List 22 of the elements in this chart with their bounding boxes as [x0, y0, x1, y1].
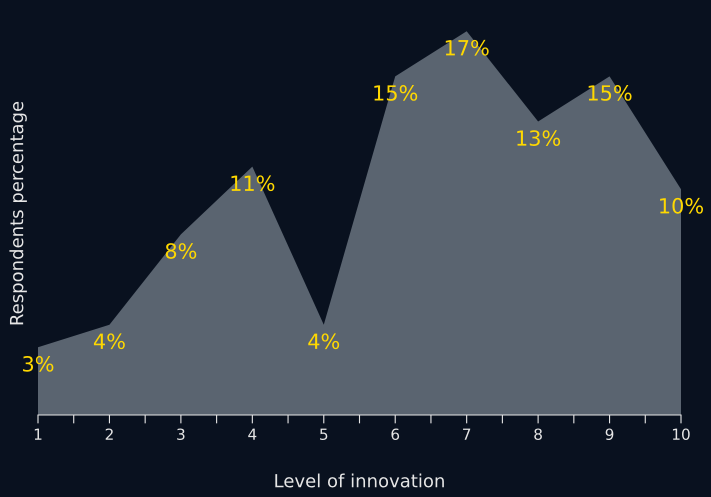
x-tick-label: 1 [34, 428, 42, 440]
data-label: 8% [166, 243, 196, 259]
x-tick-label: 10 [672, 428, 690, 440]
x-tick-label: 2 [106, 428, 113, 440]
x-tick-label: 6 [391, 428, 400, 440]
data-label: 13% [517, 130, 560, 146]
y-axis-title: Respondents percentage [9, 102, 27, 324]
data-label: 11% [231, 175, 274, 192]
x-tick-label: 7 [463, 428, 470, 440]
data-label: 3% [23, 356, 54, 372]
data-label: 15% [374, 85, 418, 101]
x-tick-label: 5 [320, 428, 328, 440]
x-tick-label: 3 [177, 428, 185, 440]
x-tick-label: 4 [248, 428, 256, 440]
x-axis-title: Level of innovation [275, 474, 444, 488]
data-label: 4% [94, 333, 125, 350]
data-label: 10% [660, 198, 704, 214]
data-label: 17% [446, 40, 489, 56]
data-label: 4% [308, 333, 340, 350]
x-tick-label: 8 [534, 428, 542, 440]
x-tick-label: 9 [606, 428, 614, 440]
data-label: 15% [588, 85, 632, 101]
